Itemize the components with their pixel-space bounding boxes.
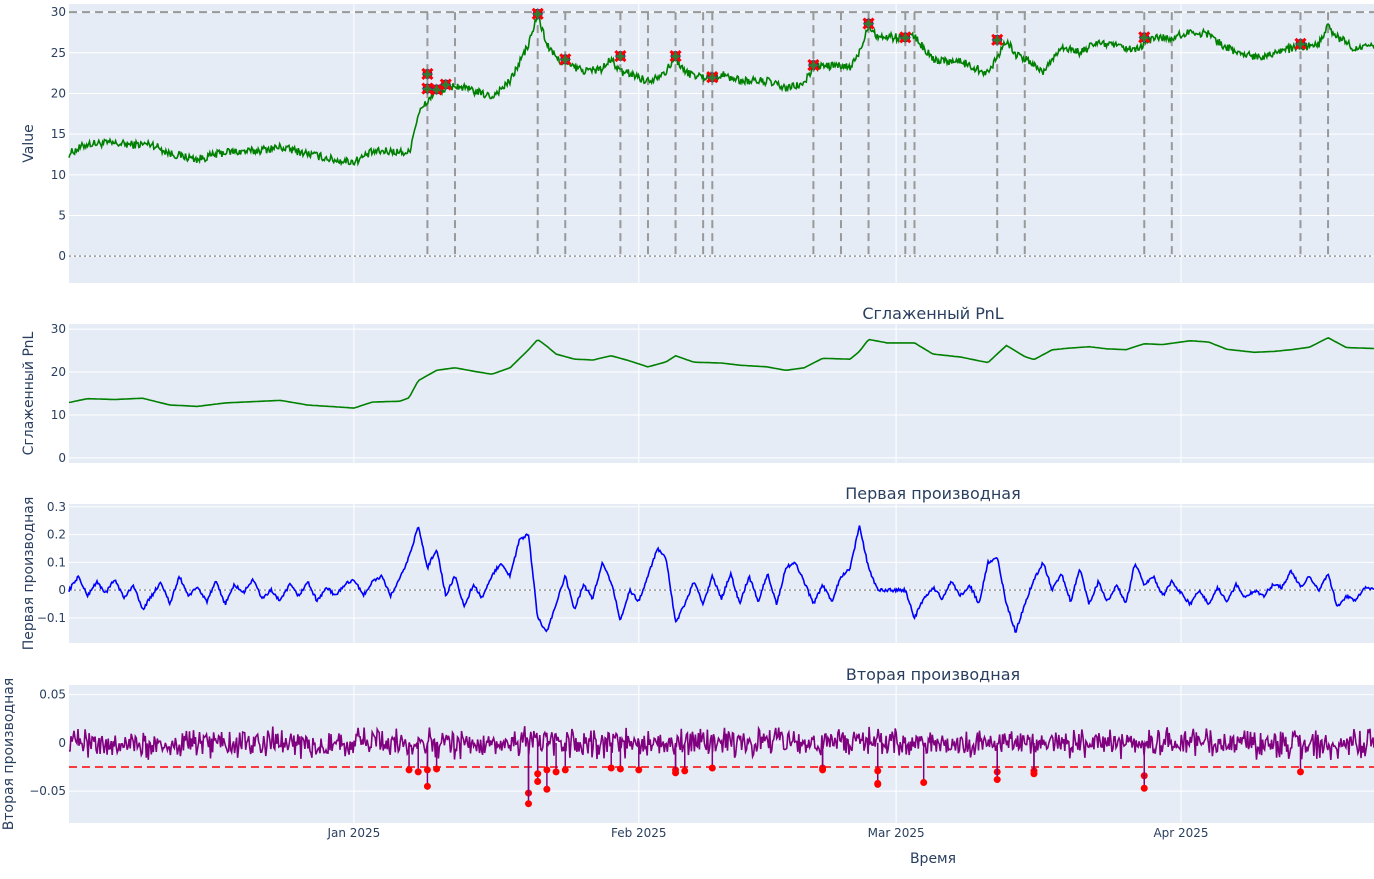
y-tick-label: 10 bbox=[51, 408, 66, 422]
y-tick-label: 30 bbox=[51, 322, 66, 336]
y-tick-label: 0 bbox=[58, 451, 66, 465]
y-tick-label: 5 bbox=[58, 208, 66, 222]
trade-marker-star bbox=[421, 82, 434, 95]
y-tick-label: 0.2 bbox=[47, 528, 66, 542]
threshold-point bbox=[423, 782, 431, 790]
series-line bbox=[68, 337, 1374, 409]
panel-title: Вторая производная bbox=[846, 665, 1020, 684]
y-axis-label: Вторая производная bbox=[1, 678, 17, 830]
threshold-point bbox=[607, 764, 615, 772]
trade-marker-star bbox=[862, 17, 875, 30]
y-tick-label: 0 bbox=[58, 736, 66, 750]
threshold-point bbox=[874, 767, 882, 775]
threshold-point bbox=[405, 766, 413, 774]
panel-second-derivative: −0.05 0 0.05 Вторая производная Вторая произ… bbox=[1, 665, 1374, 830]
trade-marker-star bbox=[1294, 37, 1307, 50]
threshold-point bbox=[874, 779, 882, 787]
threshold-point bbox=[561, 766, 569, 774]
threshold-point bbox=[534, 770, 542, 778]
y-tick-label: 0.1 bbox=[47, 555, 66, 569]
threshold-point bbox=[1296, 768, 1304, 776]
threshold-point bbox=[672, 769, 680, 777]
trade-marker-star bbox=[899, 31, 912, 44]
trade-marker-star bbox=[430, 83, 443, 96]
y-tick-label: 20 bbox=[51, 86, 66, 100]
x-axis: Jan 2025 Feb 2025 Mar 2025 Apr 2025 bbox=[326, 826, 1208, 840]
y-tick-label: −0.05 bbox=[29, 784, 66, 798]
threshold-point bbox=[681, 767, 689, 775]
panel-smoothed-pnl: 0 10 20 30 Сглаженный PnL Сглаженный PnL bbox=[21, 304, 1374, 465]
panel-title: Сглаженный PnL bbox=[862, 304, 1003, 323]
plot-area bbox=[69, 4, 1374, 283]
panel-title: Первая производная bbox=[845, 484, 1020, 503]
y-tick-label: 0.05 bbox=[39, 688, 66, 702]
x-axis-label: Время bbox=[910, 851, 956, 867]
x-tick-label: Jan 2025 bbox=[326, 826, 380, 840]
series-line bbox=[68, 525, 1374, 633]
trade-marker-star bbox=[669, 50, 682, 63]
threshold-point bbox=[819, 766, 827, 774]
threshold-point bbox=[1030, 770, 1038, 778]
panel-first-derivative: −0.1 0 0.1 0.2 0.3 Первая производная Первая п… bbox=[21, 484, 1374, 650]
series-line bbox=[68, 14, 1374, 167]
trade-marker-star bbox=[1138, 31, 1151, 44]
threshold-point bbox=[920, 778, 928, 786]
y-axis-label: Первая производная bbox=[21, 497, 37, 651]
trade-marker-star bbox=[807, 59, 820, 72]
y-tick-label: 0 bbox=[58, 583, 66, 597]
y-tick-label: 30 bbox=[51, 5, 66, 19]
x-tick-label: Mar 2025 bbox=[868, 826, 925, 840]
x-tick-label: Feb 2025 bbox=[611, 826, 667, 840]
y-tick-label: −0.1 bbox=[37, 611, 66, 625]
y-axis-label: Сглаженный PnL bbox=[21, 331, 37, 455]
trade-marker-star bbox=[991, 33, 1004, 46]
plot-area bbox=[69, 504, 1374, 643]
threshold-point bbox=[414, 768, 422, 776]
y-tick-label: 20 bbox=[51, 365, 66, 379]
y-tick-label: 0.3 bbox=[47, 500, 66, 514]
y-tick-label: 15 bbox=[51, 127, 66, 141]
plot-area bbox=[69, 685, 1374, 823]
threshold-point bbox=[708, 764, 716, 772]
threshold-point bbox=[1140, 784, 1148, 792]
trade-marker-star bbox=[421, 67, 434, 80]
series-line bbox=[68, 725, 1374, 761]
y-tick-label: 10 bbox=[51, 168, 66, 182]
y-tick-label: 0 bbox=[58, 249, 66, 263]
trade-marker-star bbox=[614, 50, 627, 63]
threshold-point bbox=[635, 766, 643, 774]
y-tick-label: 25 bbox=[51, 46, 66, 60]
threshold-point bbox=[543, 785, 551, 793]
threshold-point bbox=[993, 776, 1001, 784]
threshold-point bbox=[433, 765, 441, 773]
panel-value: 0 5 10 15 20 25 30 Value bbox=[21, 4, 1374, 283]
threshold-point bbox=[543, 766, 551, 774]
trade-marker-star bbox=[439, 78, 452, 91]
threshold-point bbox=[552, 768, 560, 776]
trade-marker-star bbox=[559, 53, 572, 66]
trade-marker-star bbox=[531, 7, 544, 20]
threshold-point bbox=[525, 800, 533, 808]
threshold-point bbox=[616, 765, 624, 773]
y-axis-label: Value bbox=[21, 124, 37, 162]
threshold-point bbox=[534, 778, 542, 786]
plot-area bbox=[69, 324, 1374, 463]
threshold-point bbox=[423, 766, 431, 774]
x-tick-label: Apr 2025 bbox=[1153, 826, 1208, 840]
trade-marker-star bbox=[706, 71, 719, 84]
